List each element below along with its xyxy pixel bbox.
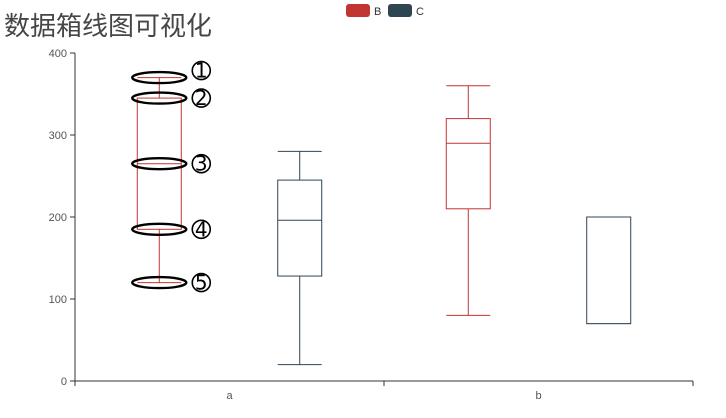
- annotation-label: 2: [195, 86, 208, 110]
- annotation-5: 5: [131, 271, 212, 295]
- legend-swatch: [388, 4, 412, 17]
- annotation-ellipse: [131, 275, 188, 290]
- annotation-ellipse: [131, 91, 188, 105]
- y-tick-label: 300: [49, 130, 67, 142]
- annotation-circle: [191, 219, 212, 240]
- annotation-label: 4: [195, 217, 208, 241]
- y-tick-label: 200: [49, 212, 67, 224]
- annotation-circle: [191, 60, 212, 81]
- annotation-ellipse: [131, 156, 188, 171]
- annotation-circle: [191, 88, 212, 108]
- annotation-label: 5: [195, 271, 208, 295]
- box-body: [586, 216, 632, 325]
- box-B-a[interactable]: [136, 77, 182, 284]
- annotation-label: 3: [195, 152, 208, 176]
- annotation-3: 3: [131, 152, 212, 176]
- annotations: 1 2 3 4 5: [131, 59, 212, 295]
- legend-label: B: [374, 6, 381, 18]
- annotation-ellipse: [131, 222, 188, 237]
- box-B-b[interactable]: [445, 85, 491, 316]
- annotation-2: 2: [131, 86, 212, 110]
- axes: 0 100 200 300 400 a b: [49, 48, 694, 402]
- chart-title: 数据箱线图可视化: [4, 12, 213, 42]
- y-tick-label: 0: [61, 376, 67, 388]
- y-tick-label: 400: [49, 48, 67, 60]
- annotation-circle: [191, 272, 212, 293]
- legend-swatch: [346, 4, 370, 17]
- box-body: [277, 179, 323, 277]
- x-tick-label: b: [535, 390, 541, 402]
- annotation-label: 1: [195, 59, 208, 83]
- box-body: [445, 118, 491, 210]
- boxes: [136, 77, 632, 366]
- legend-item-C[interactable]: C: [388, 4, 424, 18]
- box-C-b[interactable]: [586, 216, 632, 325]
- annotation-circle: [191, 153, 212, 174]
- annotation-ellipse: [131, 70, 188, 85]
- annotation-1: 1: [131, 59, 212, 85]
- legend-label: C: [416, 6, 424, 18]
- x-tick-label: a: [226, 390, 233, 402]
- box-C-a[interactable]: [277, 150, 323, 366]
- annotation-4: 4: [131, 217, 212, 241]
- legend-item-B[interactable]: B: [346, 4, 381, 18]
- y-tick-label: 100: [49, 294, 67, 306]
